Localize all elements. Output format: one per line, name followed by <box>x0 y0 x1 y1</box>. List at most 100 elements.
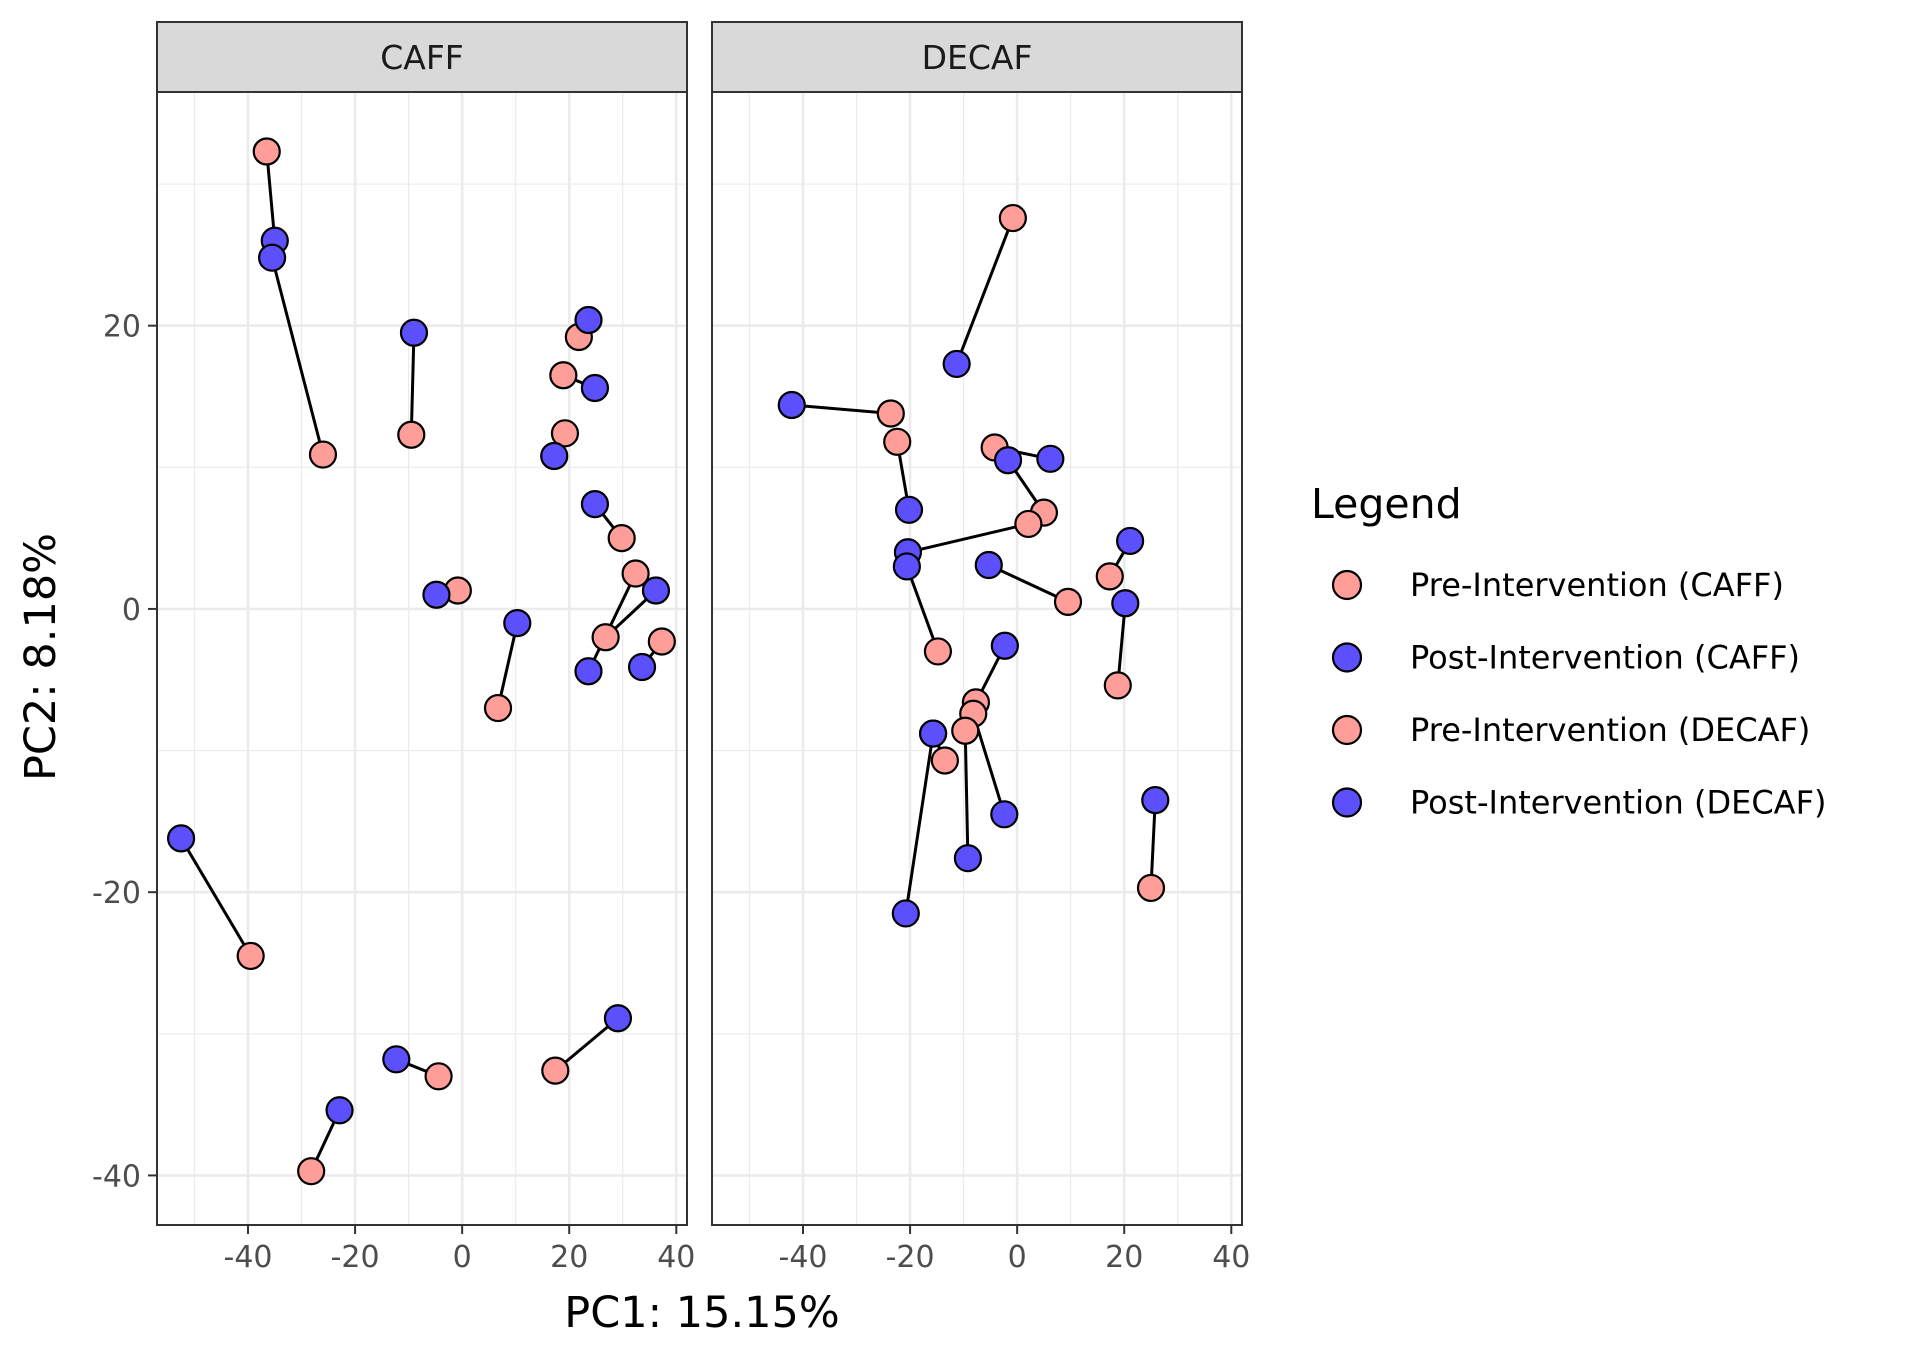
point-post-intervention <box>603 1004 633 1033</box>
point-pre-intervention <box>647 627 676 656</box>
panel-border <box>711 91 1243 1226</box>
facet-strip-label: DECAF <box>922 38 1033 77</box>
x-tick-label: -40 <box>224 1240 273 1275</box>
point-pre-intervention <box>1095 562 1124 591</box>
facet-strip-label: CAFF <box>380 38 464 77</box>
point-pre-intervention <box>930 746 959 775</box>
point-post-intervention <box>993 446 1023 475</box>
point-post-intervention <box>953 844 982 873</box>
legend-label: Post-Intervention (CAFF) <box>1410 639 1800 677</box>
point-post-intervention <box>422 580 451 609</box>
point-post-intervention <box>894 495 924 524</box>
point-pre-intervention <box>1103 671 1132 700</box>
point-post-intervention <box>942 349 971 379</box>
facet-panels: CAFF -40 -20 0 20 40 20 0 -20 -40 DECAF -40 -20 0 20 40 <box>92 21 1250 1275</box>
x-axis: -40 -20 0 20 40 <box>224 1225 695 1275</box>
pair-segment <box>988 563 1069 604</box>
x-tick-label: 40 <box>1212 1240 1250 1275</box>
x-tick-label: -20 <box>886 1240 935 1275</box>
point-post-intervention <box>574 305 603 335</box>
point-pre-intervention <box>1136 873 1166 903</box>
point-pre-intervention <box>591 623 620 652</box>
point-pre-intervention <box>424 1062 453 1091</box>
x-tick-label: -40 <box>779 1240 828 1275</box>
point-post-intervention <box>540 441 569 471</box>
legend-label: Post-Intervention (DECAF) <box>1410 784 1826 822</box>
point-pre-intervention <box>951 716 980 745</box>
x-tick-label: 20 <box>550 1240 588 1275</box>
point-post-intervention <box>574 657 603 686</box>
point-pre-intervention <box>876 399 905 428</box>
point-post-intervention <box>1111 589 1140 618</box>
legend-key <box>1331 787 1363 818</box>
legend-label: Pre-Intervention (DECAF) <box>1410 711 1810 749</box>
point-post-intervention <box>580 490 610 519</box>
legend-key <box>1331 714 1363 746</box>
point-pre-intervention <box>308 440 338 469</box>
pair-segment <box>791 403 891 415</box>
y-axis-label: PC2: 8.18% <box>16 533 66 781</box>
legend-key <box>1331 642 1363 673</box>
point-pre-intervention <box>923 637 953 666</box>
pair-segment <box>265 151 277 241</box>
pair-segment <box>955 217 1015 365</box>
point-pre-intervention <box>236 941 265 971</box>
point-post-intervention <box>990 800 1019 829</box>
point-post-intervention <box>892 552 921 581</box>
pair-segment <box>496 622 519 709</box>
x-axis: -40 -20 0 20 40 <box>779 1225 1250 1275</box>
pair-segment <box>907 522 1029 554</box>
plot-area <box>157 92 687 1225</box>
point-post-intervention <box>990 631 1019 660</box>
legend-key <box>1331 569 1363 601</box>
point-post-intervention <box>503 608 532 638</box>
point-pre-intervention <box>397 420 426 449</box>
point-post-intervention <box>399 318 429 347</box>
facet-strip <box>711 21 1243 93</box>
y-axis: 20 0 -20 -40 <box>92 310 157 1194</box>
point-post-intervention <box>1141 786 1170 815</box>
point-pre-intervention <box>883 427 912 456</box>
point-pre-intervention <box>252 137 281 166</box>
panel-border <box>156 91 688 1226</box>
pair-segment <box>270 257 325 455</box>
point-pre-intervention <box>607 524 636 553</box>
pair-segment <box>1149 800 1157 889</box>
pair-segment <box>904 733 935 914</box>
point-post-intervention <box>1036 444 1065 473</box>
pair-segment <box>905 565 940 652</box>
pair-segment <box>963 730 970 859</box>
x-axis-label: PC1: 15.15% <box>564 1288 839 1338</box>
point-pre-intervention <box>297 1157 326 1186</box>
pair-segment <box>409 332 416 435</box>
facet-strip <box>156 21 688 93</box>
point-post-intervention <box>627 652 657 682</box>
x-tick-label: 0 <box>453 1240 472 1275</box>
x-tick-label: 40 <box>657 1240 695 1275</box>
facet-panel-decaf: DECAF -40 -20 0 20 40 <box>711 21 1250 1275</box>
point-post-intervention <box>974 550 1003 580</box>
point-post-intervention <box>777 390 806 420</box>
legend: Legend Pre-Intervention (CAFF) Post-Inter… <box>1311 480 1826 822</box>
point-pre-intervention <box>1053 587 1083 616</box>
x-tick-label: -20 <box>331 1240 380 1275</box>
y-tick-label: -40 <box>92 1159 141 1194</box>
y-tick-label: 20 <box>103 310 141 345</box>
point-pre-intervention <box>549 361 578 390</box>
point-pre-intervention <box>550 419 580 448</box>
x-tick-label: 20 <box>1105 1240 1143 1275</box>
point-pre-intervention <box>998 203 1027 233</box>
point-post-intervention <box>641 576 671 605</box>
point-pre-intervention <box>541 1056 570 1085</box>
point-post-intervention <box>891 899 920 928</box>
legend-label: Pre-Intervention (CAFF) <box>1410 566 1784 604</box>
point-post-intervention <box>919 719 948 748</box>
point-post-intervention <box>258 243 287 272</box>
pair-segment <box>179 837 252 957</box>
point-post-intervention <box>166 824 196 853</box>
data-points <box>166 137 676 1186</box>
y-tick-label: 0 <box>122 593 141 628</box>
legend-title: Legend <box>1311 480 1462 528</box>
point-post-intervention <box>382 1045 411 1074</box>
